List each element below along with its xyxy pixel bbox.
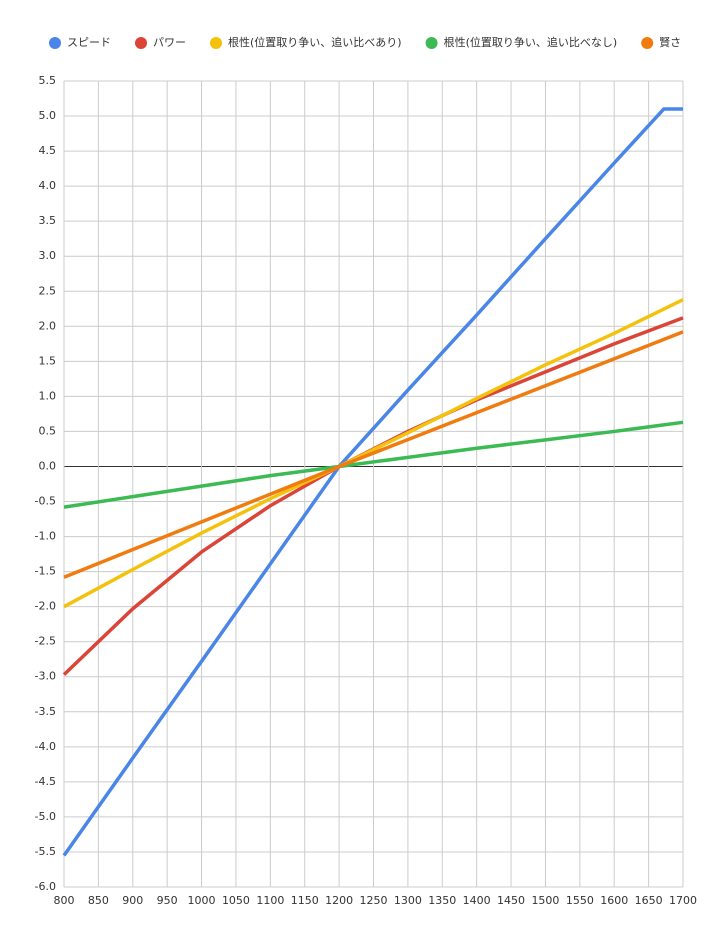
x-tick-label: 1350 <box>428 894 456 907</box>
x-tick-label: 1150 <box>291 894 319 907</box>
x-tick-label: 1050 <box>222 894 250 907</box>
x-tick-label: 800 <box>54 894 75 907</box>
data-line <box>63 298 684 609</box>
legend-marker <box>135 37 147 49</box>
y-tick-label: -5.5 <box>35 845 56 858</box>
y-tick-label: -6.0 <box>35 880 56 893</box>
legend-label: 根性(位置取り争い、追い比べなし) <box>444 35 618 49</box>
data-line <box>62 107 683 857</box>
y-tick-label: 2.0 <box>39 319 57 332</box>
legend-marker <box>425 37 438 49</box>
legend-marker <box>210 37 222 49</box>
y-tick-label: -1.5 <box>35 565 56 578</box>
x-tick-label: 1300 <box>394 894 422 907</box>
y-tick-label: 3.5 <box>39 214 57 227</box>
y-tick-label: -2.0 <box>35 600 56 613</box>
data-line <box>63 330 684 579</box>
y-tick-label: -0.5 <box>35 495 56 508</box>
y-tick-label: 1.5 <box>39 354 57 367</box>
y-tick-label: 3.0 <box>39 249 57 262</box>
x-tick-label: 1400 <box>463 894 491 907</box>
y-tick-label: 2.5 <box>39 284 57 297</box>
x-tick-label: 1500 <box>531 894 559 907</box>
y-tick-label: -4.5 <box>35 775 56 788</box>
y-tick-label: 0.0 <box>39 459 57 472</box>
y-tick-label: 0.5 <box>39 424 57 437</box>
legend-label: 賢さ <box>659 36 681 49</box>
y-tick-label: 4.5 <box>39 144 57 157</box>
legend-label: パワー <box>153 36 186 49</box>
legend-label: スピード <box>67 36 111 49</box>
x-tick-label: 1000 <box>188 894 216 907</box>
x-tick-label: 950 <box>157 894 178 907</box>
x-tick-label: 900 <box>122 894 143 907</box>
x-tick-label: 850 <box>88 894 109 907</box>
legend-label: 根性(位置取り争い、追い比べあり) <box>228 35 402 49</box>
x-tick-label: 1650 <box>635 894 663 907</box>
y-tick-label: 5.5 <box>39 74 57 87</box>
y-tick-label: -4.0 <box>35 740 56 753</box>
legend-marker <box>641 37 654 49</box>
data-line <box>63 420 684 509</box>
x-tick-label: 1200 <box>325 894 353 907</box>
y-tick-label: -2.5 <box>35 635 56 648</box>
y-tick-label: -5.0 <box>35 810 56 823</box>
legend-marker <box>49 37 61 49</box>
x-tick-label: 1550 <box>566 894 594 907</box>
y-tick-label: -1.0 <box>35 530 56 543</box>
x-tick-label: 1100 <box>256 894 284 907</box>
y-tick-label: -3.0 <box>35 670 56 683</box>
x-tick-label: 1450 <box>497 894 525 907</box>
y-tick-label: -3.5 <box>35 705 56 718</box>
x-tick-label: 1250 <box>360 894 388 907</box>
y-tick-label: 5.0 <box>39 109 57 122</box>
x-tick-label: 1700 <box>669 894 697 907</box>
x-tick-label: 1600 <box>600 894 628 907</box>
y-tick-label: 4.0 <box>39 179 57 192</box>
y-tick-label: 1.0 <box>39 389 57 402</box>
